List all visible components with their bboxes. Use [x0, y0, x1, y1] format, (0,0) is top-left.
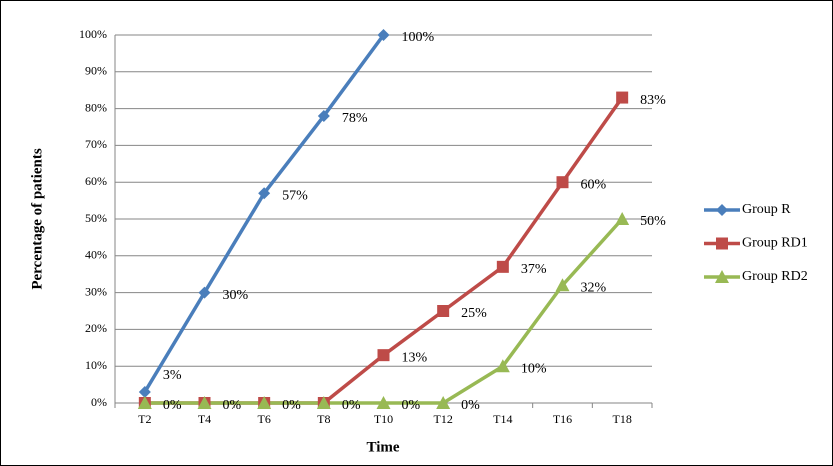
marker	[137, 396, 152, 409]
marker	[615, 212, 630, 225]
data-label: 57%	[282, 188, 308, 203]
x-tick-label: T2	[138, 412, 151, 426]
data-label: 0%	[282, 398, 301, 413]
data-label: 78%	[342, 111, 368, 126]
data-label: 60%	[581, 177, 607, 192]
y-tick-label: 20%	[85, 321, 107, 335]
y-tick-label: 90%	[85, 64, 107, 78]
y-tick-label: 100%	[79, 27, 107, 41]
marker	[138, 385, 151, 398]
data-label: 3%	[163, 368, 182, 383]
x-tick-label: T12	[433, 412, 452, 426]
legend-label: Group R	[742, 202, 791, 217]
marker	[198, 286, 211, 299]
x-tick-label: T14	[493, 412, 512, 426]
marker	[197, 396, 212, 409]
y-axis-title: Percentage of patients	[29, 148, 45, 290]
marker	[436, 396, 451, 409]
y-tick-label: 10%	[85, 358, 107, 372]
data-label: 50%	[640, 214, 666, 229]
y-tick-label: 50%	[85, 211, 107, 225]
x-tick-label: T16	[553, 412, 572, 426]
data-label: 32%	[581, 280, 607, 295]
data-label: 0%	[223, 398, 242, 413]
x-axis-title: Time	[366, 439, 399, 455]
data-label: 100%	[402, 30, 435, 45]
marker	[376, 396, 391, 409]
x-tick-label: T18	[612, 412, 631, 426]
data-label: 0%	[461, 398, 480, 413]
y-tick-label: 0%	[91, 395, 107, 409]
y-tick-label: 70%	[85, 137, 107, 151]
marker	[377, 349, 390, 362]
x-tick-label: T6	[257, 412, 270, 426]
y-tick-label: 30%	[85, 284, 107, 298]
x-tick-label: T8	[317, 412, 330, 426]
data-label: 0%	[402, 398, 421, 413]
marker	[495, 359, 510, 373]
marker	[496, 260, 509, 273]
marker	[317, 109, 330, 122]
legend-label: Group RD2	[742, 269, 808, 284]
data-label: 13%	[402, 350, 428, 365]
x-tick-label: T10	[374, 412, 393, 426]
legend-label: Group RD1	[742, 236, 808, 251]
data-label: 83%	[640, 93, 666, 108]
marker	[716, 237, 728, 250]
data-label: 10%	[521, 361, 547, 376]
y-tick-label: 60%	[85, 174, 107, 188]
data-label: 30%	[223, 288, 249, 303]
data-label: 37%	[521, 262, 547, 277]
x-tick-label: T4	[198, 412, 211, 426]
data-label: 0%	[163, 398, 182, 413]
y-tick-label: 80%	[85, 100, 107, 114]
marker	[258, 187, 271, 200]
marker	[716, 204, 728, 216]
data-label: 0%	[342, 398, 361, 413]
marker	[257, 396, 272, 409]
y-tick-label: 40%	[85, 248, 107, 262]
marker	[377, 29, 390, 41]
marker	[556, 176, 569, 189]
marker	[715, 270, 729, 283]
marker	[437, 305, 450, 317]
marker	[616, 91, 629, 104]
marker	[555, 278, 570, 292]
marker	[316, 396, 331, 409]
data-label: 25%	[461, 306, 487, 321]
